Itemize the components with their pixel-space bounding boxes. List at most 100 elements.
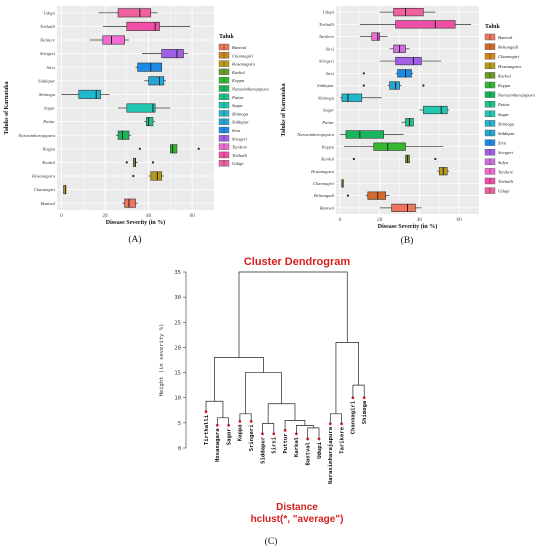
y-tick-label: Narasimharajapura [17,133,55,138]
legend-label: Sagar [498,112,509,117]
y-axis-label: Taluks of Karnataka [4,81,10,134]
box-iqr [345,130,384,139]
box-iqr [102,35,125,45]
y-axis-label: Taluks of Karnataka [281,83,287,136]
legend-label: Sringeri [498,150,514,155]
box-iqr [391,203,416,212]
legend-item: Bantval [218,43,247,51]
y-tick-label: Bantval [320,205,335,210]
y-tick-label: Tarikere [319,34,334,39]
y-tick-label: Udupi [44,10,56,15]
leaf-label: Karkal [294,437,300,457]
box-iqr [146,117,154,127]
box-iqr [367,191,386,200]
box-iqr [126,103,156,113]
y-tick-label: 10 [174,396,181,402]
box-outlier [125,161,128,164]
y-tick-label: 35 [174,270,181,276]
legend-item: Sirsi [484,139,507,146]
legend-label: Udupi [498,189,510,194]
x-tick-label: 60 [190,213,196,219]
x-tick-label: 0 [339,217,342,223]
boxplot-panel-a: 0 20 40 60 Udupi Tirthalli Tarikere Sringeri Sir… [4,6,269,245]
legend-label: Channagiri [232,53,254,58]
y-tick-label: 5 [178,421,181,427]
leaf-label: Siddapur [260,436,266,464]
box-iqr [148,76,165,86]
dendrogram-link [329,413,342,424]
box-outlier [151,161,155,164]
y-tick-label: Sringeri [319,59,335,64]
legend-label: Tarikere [232,145,247,150]
legend-item: Hosanagara [484,62,522,69]
y-tick-label: 20 [174,345,181,351]
legend-label: Udupi [232,161,244,166]
y-tick-label: 15 [174,371,181,377]
y-tick-label: Karkal [41,160,55,165]
chart-title: Cluster Dendrogram [244,256,351,268]
legend-label: Karkal [497,73,511,78]
y-tick-label: Karkal [320,157,334,162]
box-iqr [126,21,160,31]
y-tick-label: Sringeri [40,51,56,56]
box-outlier [138,147,141,150]
box-outlier [197,147,200,150]
x-axis-label: Disease Severity (in %) [106,219,166,226]
legend-item: Karkal [218,68,245,76]
legend-item: Koppa [218,76,245,84]
legend-item: Narasimharajapura [484,91,535,98]
panel-label: (B) [401,235,414,246]
y-tick-label: Sirsi [326,46,335,51]
legend-item: Sringeri [218,135,248,142]
leaf-label: Sagar [226,428,232,445]
dendrogram-link [267,403,296,424]
box-iqr [397,69,412,78]
legend-item: Channagiri [484,53,520,60]
leaf-label: Tirthalli [204,414,210,445]
y-tick-label: Udupi [323,10,335,15]
box-outlier [346,194,350,197]
dendrogram-link [214,357,264,402]
legend-label: Tirthalli [232,153,248,158]
legend-label: Shimoga [498,121,515,126]
y-tick-label: Shimoga [39,92,56,97]
legend-label: Sulya [498,160,509,165]
legend-label: Puttur [231,95,244,100]
legend-label: Hosanagara [231,62,256,67]
dendrogram-link [245,372,282,414]
y-tick-label: Puttur [42,119,55,124]
dendrogram-link [238,271,348,358]
y-tick-label: 0 [178,446,181,452]
y-tick-label: Beltangadi [314,193,335,198]
dendrogram-panel-c: 0 5 10 15 20 25 30 35 Height (in severity %) Tirt… [159,256,368,547]
legend-item: Tarikere [484,168,513,175]
legend-item: Sringeri [484,148,514,156]
box-iqr [117,8,152,18]
box-iqr [393,8,424,17]
box-iqr [371,32,380,41]
legend-label: Sirsi [498,141,507,146]
x-tick-label: 20 [377,217,383,223]
box-iqr [161,49,184,59]
y-tick-label: Sagar [323,108,334,113]
y-tick-label: Koppa [42,146,56,151]
y-tick-label: 30 [174,295,181,301]
legend-label: Tirthalli [498,179,514,184]
legend-label: Tarikere [498,169,513,174]
legend-item: Tirthalli [484,177,514,185]
box-iqr [78,89,101,99]
legend-item: Karkal [484,72,511,79]
y-tick-label: Shimoga [318,95,335,100]
legend-item: Hosanagara [218,60,256,67]
legend-label: Puttur [497,102,510,107]
box-iqr [423,105,448,115]
x-tick-label: 40 [146,213,152,219]
box-outlier [132,174,135,178]
box-iqr [137,62,162,72]
box-iqr [117,130,130,140]
leaf-label: Tarikere [339,426,345,454]
y-tick-label: Bantval [41,201,56,206]
legend-label: Shimoga [232,111,249,116]
y-tick-label: Sagar [44,106,55,111]
